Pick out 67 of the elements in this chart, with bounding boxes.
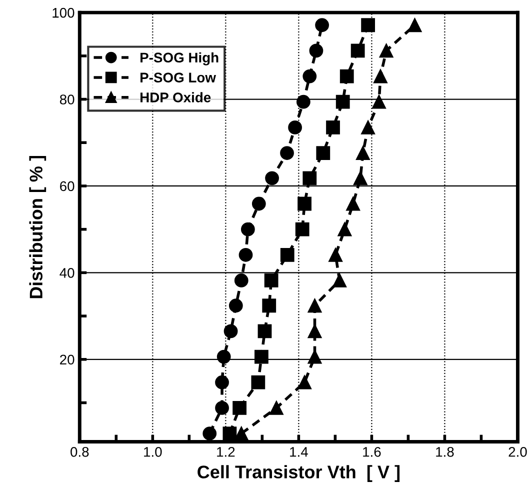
point: [356, 146, 370, 160]
x-tick-label: 1.6: [363, 446, 381, 457]
point: [215, 375, 229, 390]
point: [408, 18, 422, 32]
point: [346, 196, 360, 211]
x-tick-label: 0.8: [70, 446, 89, 457]
point: [228, 298, 243, 313]
y-tick-label: 40: [60, 268, 74, 278]
point: [332, 274, 347, 288]
point: [280, 146, 294, 160]
point: [258, 324, 272, 338]
point: [262, 298, 276, 313]
point: [295, 222, 310, 236]
point: [372, 94, 386, 109]
point: [265, 171, 279, 186]
point: [308, 298, 322, 313]
point: [316, 146, 330, 160]
y-tick-label: 100: [52, 8, 74, 18]
point: [361, 18, 375, 32]
x-tick-label: 1.4: [290, 447, 308, 457]
point: [336, 94, 350, 109]
point: [252, 196, 266, 211]
point: [264, 274, 278, 288]
x-tick-label: 1.8: [436, 446, 454, 457]
point: [374, 69, 388, 84]
x-tick-label: 1.0: [144, 446, 162, 457]
legend-label: P-SOG Low: [140, 72, 216, 82]
x-axis-title: Cell Transistor Vth [ V ]: [198, 465, 400, 482]
point: [298, 375, 312, 390]
y-tick-label: 60: [60, 181, 74, 192]
point: [315, 18, 329, 32]
point: [216, 350, 231, 364]
x-tick-label: 1.2: [217, 446, 235, 457]
point: [309, 44, 324, 58]
point: [234, 274, 248, 288]
point: [251, 375, 266, 390]
point: [379, 44, 394, 58]
point: [298, 196, 312, 211]
point: [269, 401, 284, 415]
point: [280, 248, 294, 262]
point: [338, 222, 352, 236]
point: [308, 324, 322, 338]
y-tick-label: 80: [60, 94, 74, 104]
point: [296, 94, 310, 109]
point: [202, 426, 217, 440]
y-tick-label: 20: [60, 354, 74, 365]
point: [254, 350, 268, 364]
point: [361, 120, 375, 134]
point: [288, 120, 302, 134]
point: [328, 248, 343, 262]
point: [232, 401, 246, 415]
point: [224, 324, 238, 338]
point: [340, 69, 354, 84]
point: [222, 426, 237, 440]
point: [302, 171, 317, 186]
point: [353, 171, 368, 186]
y-axis-title: Distribution [ % ]: [29, 156, 46, 298]
x-tick-label: 2.0: [508, 446, 527, 457]
point: [326, 120, 340, 134]
point: [238, 248, 253, 262]
legend-label: P-SOG High: [140, 52, 218, 66]
legend-label: HDP Oxide: [140, 92, 211, 102]
point: [302, 69, 317, 84]
point: [308, 350, 322, 364]
point: [350, 44, 365, 58]
point: [215, 401, 229, 415]
point: [241, 222, 255, 236]
